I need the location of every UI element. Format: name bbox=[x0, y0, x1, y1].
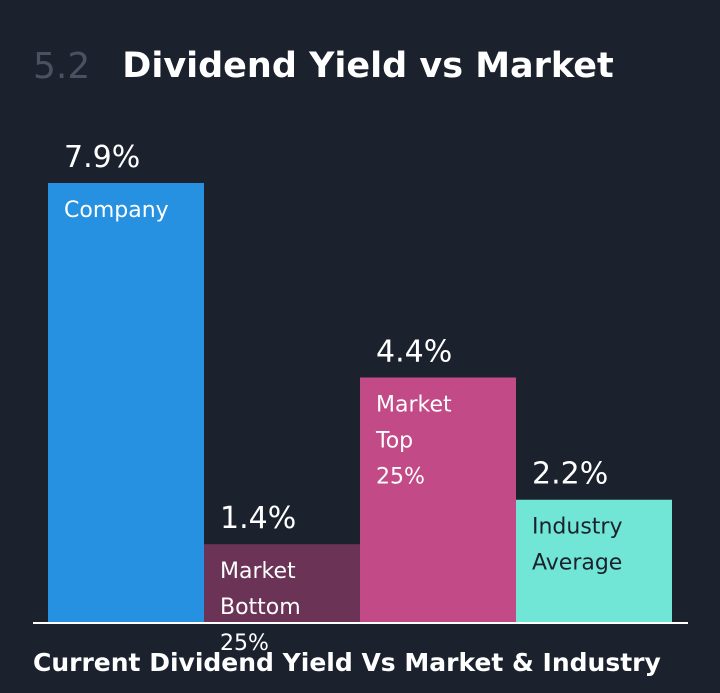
bar-3-label-line: 25% bbox=[376, 464, 425, 489]
chart-caption: Current Dividend Yield Vs Market & Indus… bbox=[33, 648, 661, 677]
bar-4-label-line: Average bbox=[532, 551, 622, 576]
bar-1-label-line: Company bbox=[64, 198, 169, 223]
bar-3-value-label: 4.4% bbox=[376, 334, 452, 369]
bar-3-label-line: Market bbox=[376, 392, 452, 417]
bar-2-label-line: Market bbox=[220, 559, 296, 584]
bar-1 bbox=[48, 183, 204, 622]
chart-title: Dividend Yield vs Market bbox=[122, 46, 614, 86]
bar-2-label-line: Bottom bbox=[220, 595, 301, 620]
bar-1-value-label: 7.9% bbox=[64, 140, 140, 175]
bar-4 bbox=[516, 499, 672, 622]
bar-2-label-line: 25% bbox=[220, 631, 269, 656]
bar-2 bbox=[204, 544, 360, 622]
bar-3-label-line: Top bbox=[375, 428, 413, 453]
bar-3 bbox=[360, 377, 516, 622]
bar-4-value-label: 2.2% bbox=[532, 457, 608, 492]
bar-4-label-line: Industry bbox=[532, 515, 623, 540]
section-number: 5.2 bbox=[33, 45, 91, 87]
chart-header: 5.2 Dividend Yield vs Market bbox=[33, 40, 614, 92]
bar-2-value-label: 1.4% bbox=[220, 501, 296, 536]
